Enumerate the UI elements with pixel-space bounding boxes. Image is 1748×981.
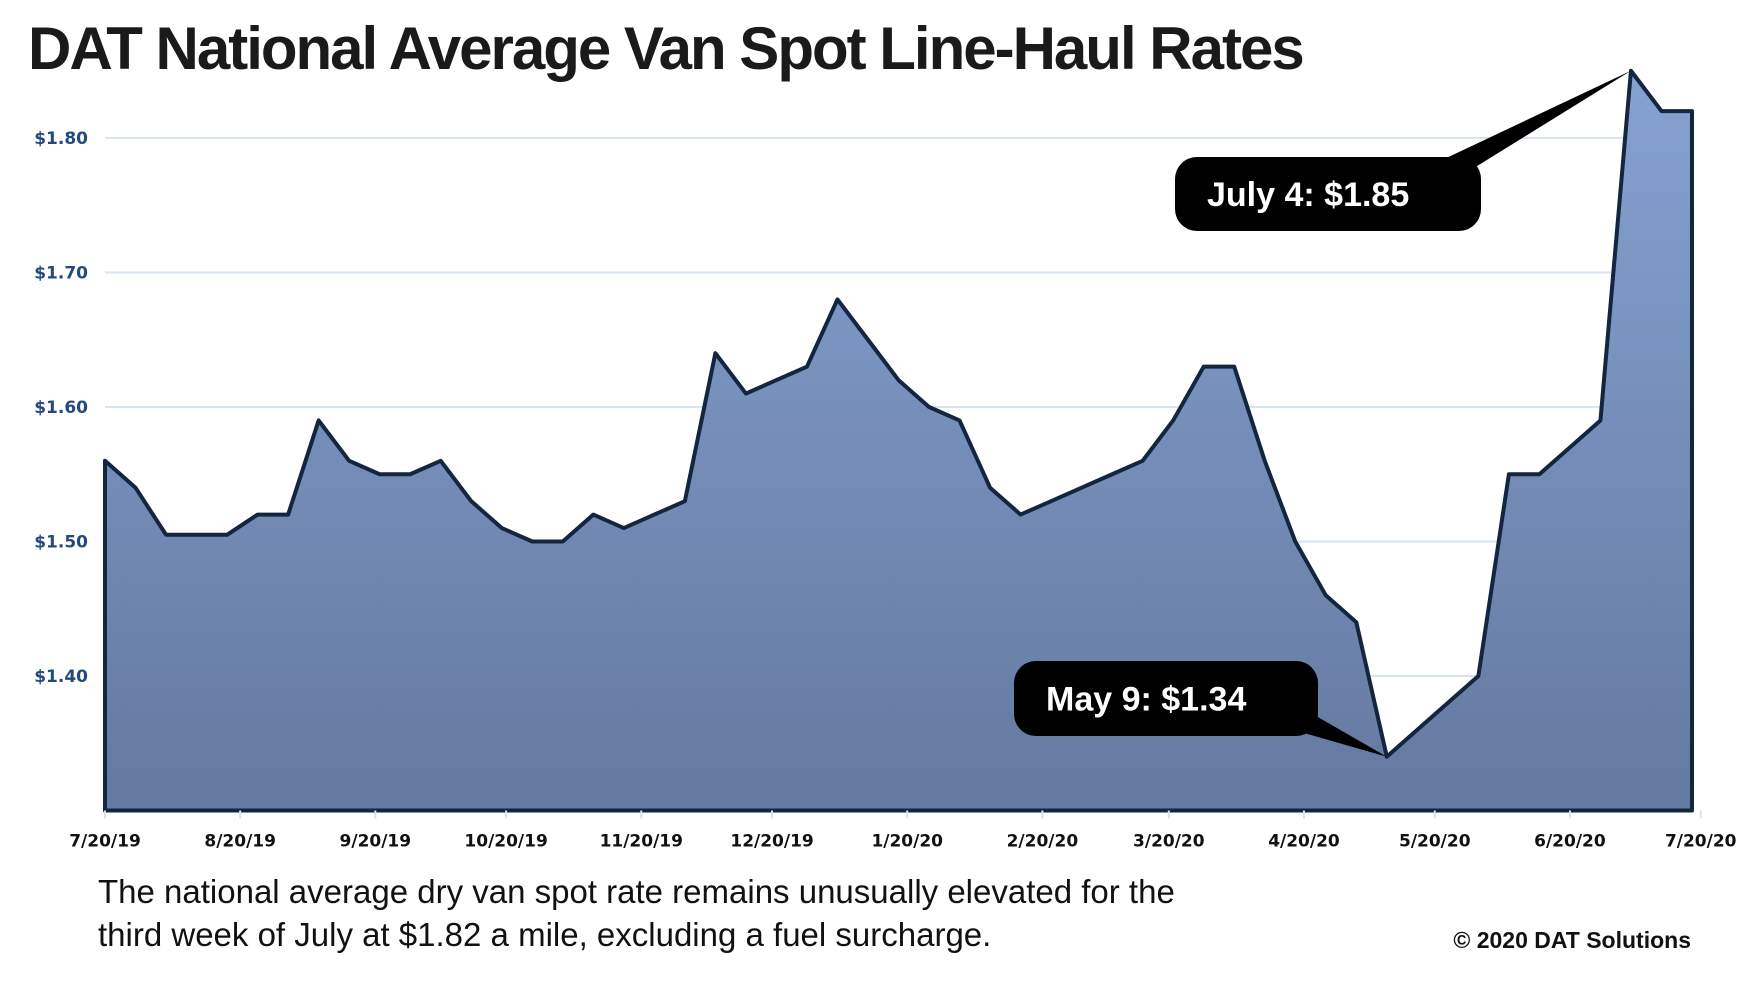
caption-line-2: third week of July at $1.82 a mile, excl…: [98, 916, 992, 953]
y-tick-label: $1.60: [34, 398, 88, 418]
x-tick-label: 12/20/19: [730, 832, 813, 852]
y-tick-label: $1.40: [34, 667, 88, 687]
chart-title: DAT National Average Van Spot Line-Haul …: [28, 15, 1305, 82]
x-tick-label: 7/20/19: [69, 832, 141, 852]
annotation-callout: May 9: $1.34: [1014, 661, 1387, 757]
x-tick-label: 6/20/20: [1534, 832, 1606, 852]
caption-line-1: The national average dry van spot rate r…: [98, 873, 1175, 910]
x-tick-label: 1/20/20: [871, 832, 943, 852]
x-tick-label: 2/20/20: [1007, 832, 1079, 852]
x-tick-label: 11/20/19: [600, 832, 683, 852]
x-tick-label: 5/20/20: [1399, 832, 1471, 852]
callout-label: May 9: $1.34: [1046, 681, 1246, 719]
y-tick-label: $1.70: [34, 264, 88, 284]
x-tick-label: 8/20/19: [204, 832, 276, 852]
x-tick-label: 3/20/20: [1133, 832, 1205, 852]
caption: The national average dry van spot rate r…: [98, 870, 1175, 956]
copyright: © 2020 DAT Solutions: [1453, 927, 1691, 953]
annotation-callout: July 4: $1.85: [1175, 70, 1631, 231]
callout-label: July 4: $1.85: [1207, 176, 1409, 214]
x-tick-label: 7/20/20: [1665, 832, 1737, 852]
x-tick-label: 9/20/19: [340, 832, 412, 852]
x-tick-label: 4/20/20: [1268, 832, 1340, 852]
callout-box: [1014, 661, 1318, 736]
y-tick-label: $1.80: [34, 129, 88, 149]
callout-box: [1175, 157, 1481, 231]
y-tick-label: $1.50: [34, 533, 88, 553]
area-series: [103, 68, 1694, 813]
x-tick-label: 10/20/19: [464, 832, 547, 852]
callout-pointer: [1440, 70, 1631, 189]
